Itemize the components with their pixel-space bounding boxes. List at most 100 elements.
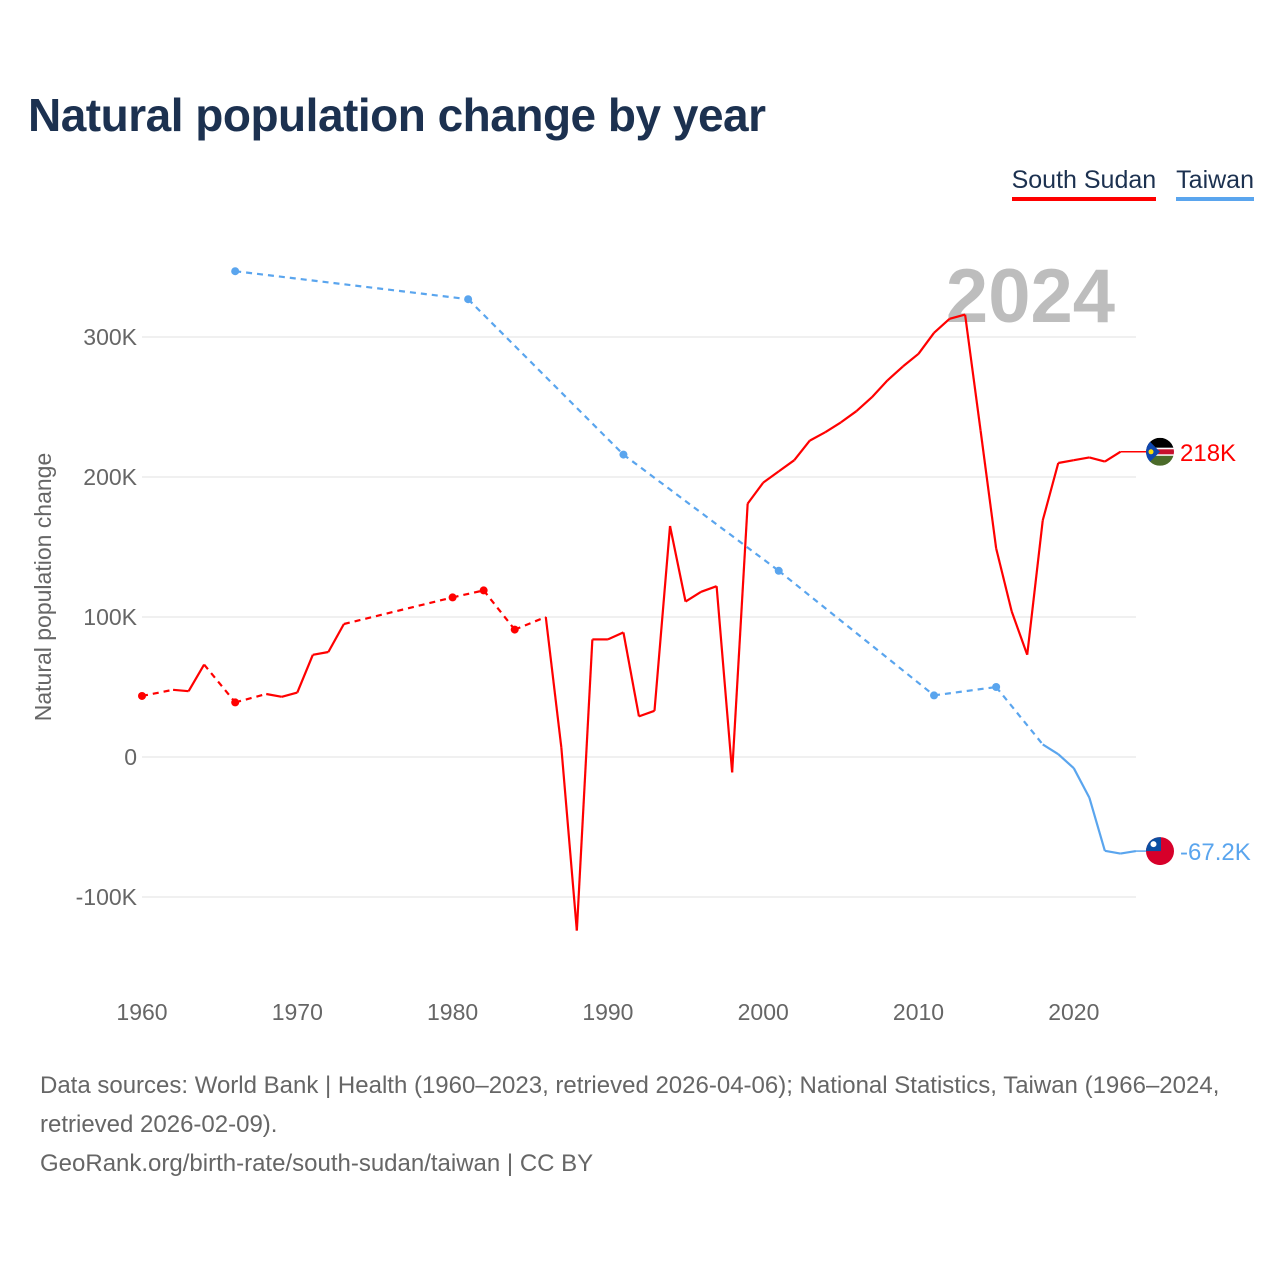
line-segment [995,548,1013,612]
flag-stripe [1146,437,1174,448]
line-segment [700,585,717,593]
line-segment [793,439,811,461]
x-tick-label: 2020 [1048,999,1099,1025]
x-tick-label: 1970 [272,999,323,1025]
line-segment [622,632,641,717]
line-segment [809,431,826,442]
line-segment [949,313,966,320]
line-segment [778,459,795,473]
line-segment [840,410,858,424]
south-sudan-flag-icon [1146,437,1174,466]
line-segment [886,365,904,382]
y-tick-label: 0 [124,744,137,770]
line-segment [560,747,578,931]
data-point [479,586,488,595]
line-segment [1010,611,1029,656]
line-segment [296,654,314,694]
line-segment [1088,797,1106,852]
legend-taiwan[interactable]: Taiwan [1176,166,1254,201]
flag-stripe [1146,455,1174,466]
source-link[interactable]: GeoRank.org/birth-rate/south-sudan/taiwa… [40,1150,594,1177]
line-segment [1041,462,1060,521]
data-point [510,625,519,634]
x-tick-label: 2000 [738,999,789,1025]
line-segment [281,691,298,698]
line-segment [1073,456,1090,462]
year-watermark: 2024 [946,254,1115,339]
line-segment [1026,520,1044,655]
y-tick-label: 100K [83,604,137,630]
data-point [992,683,1001,691]
dashed-segment [995,686,1044,746]
dashed-segment [933,685,997,697]
line-segment [327,623,345,653]
series-south-sudan [138,313,1174,931]
line-segment [762,470,780,484]
dashed-segment [234,692,267,704]
line-segment [824,421,842,434]
data-point [138,691,146,700]
data-point [774,566,783,575]
line-segment [1120,849,1137,855]
legend-south-sudan[interactable]: South Sudan [1011,166,1157,201]
data-point [231,698,240,707]
source-note: Data sources: World Bank | Health (1960–… [40,1066,1250,1183]
line-segment [715,586,734,773]
line-segment [917,332,935,355]
line-segment [684,590,702,603]
line-segment [1042,743,1059,756]
line-segment [607,631,624,641]
line-segment [668,525,687,602]
dashed-segment [141,688,174,698]
dashed-segment [778,569,935,697]
x-tick-label: 2010 [893,999,944,1025]
dashed-segment [235,270,469,301]
line-segment [638,709,655,718]
chart-title: Natural population change by year [28,89,766,141]
legend: South Sudan Taiwan [1011,166,1254,201]
dashed-segment [343,596,453,626]
y-tick-label: 300K [83,324,137,350]
line-segment [1058,459,1074,465]
line-segment [871,379,889,398]
line-segment [544,616,563,748]
series-taiwan [231,267,1174,866]
line-segment [1089,456,1106,463]
dashed-segment [622,453,780,572]
line-segment [1072,767,1091,799]
y-tick-label: 200K [83,464,137,490]
dashed-segment [482,589,516,631]
line-segment [266,692,282,698]
line-segment [902,352,920,368]
line-segment [731,503,749,773]
line-segment [933,317,951,334]
dashed-segment [452,589,484,599]
y-tick-label: -100K [76,884,138,910]
x-tick-label: 1960 [116,999,167,1025]
line-segment [979,430,998,549]
dashed-segment [514,615,547,631]
source-line: Data sources: World Bank | Health (1960–… [40,1072,1220,1138]
x-tick-label: 1980 [427,999,478,1025]
line-segment [575,639,594,931]
dashed-segment [467,298,625,456]
data-point [930,691,939,700]
flag-sun [1150,841,1157,848]
line-segment [1104,450,1121,463]
line-segment [855,396,873,413]
line-segment [312,650,329,656]
line-segment [746,481,765,505]
line-segment [1104,849,1121,855]
data-point [231,267,240,276]
line-segment [653,525,672,711]
flag-body [1146,437,1174,466]
data-point [464,295,473,304]
x-tick-label: 1990 [582,999,633,1025]
flag-star [1148,449,1154,455]
line-segment [172,688,189,693]
line-segment [187,664,206,692]
data-point [448,593,457,602]
end-value-label: -67.2K [1180,839,1251,866]
y-axis-label: Natural population change [30,453,56,722]
